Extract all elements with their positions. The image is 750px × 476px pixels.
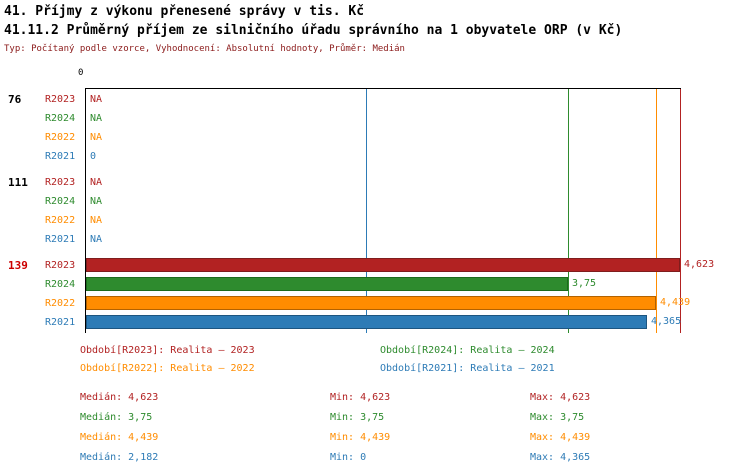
stat-median-r2024: Medián: 3,75 [80,412,153,423]
value-bar-R2022 [86,296,656,310]
group-id-label-76: 76 [8,93,22,106]
row-year-label: R2022 [45,215,76,226]
legend-item-r2023: Období[R2023]: Realita – 2023 [80,345,255,356]
report-title-line2: 41.11.2 Průměrný příjem ze silničního úř… [4,23,623,38]
legend-item-r2024: Období[R2024]: Realita – 2024 [380,345,555,356]
x-axis-line [85,88,681,89]
stat-max-r2021: Max: 4,365 [530,452,591,463]
row-year-label: R2022 [45,298,76,309]
row-year-label: R2024 [45,196,76,207]
y-axis-line [85,88,86,333]
legend-item-r2022: Období[R2022]: Realita – 2022 [80,363,255,374]
stat-max-r2022: Max: 4,439 [530,432,591,443]
report-subtitle: Typ: Počítaný podle vzorce, Vyhodnocení:… [4,44,405,54]
bar-value-label: 4,439 [660,297,691,308]
stat-median-r2021: Medián: 2,182 [80,452,159,463]
stat-min-r2023: Min: 4,623 [330,392,391,403]
stat-median-r2023: Medián: 4,623 [80,392,159,403]
row-year-label: R2024 [45,113,76,124]
row-year-label: R2023 [45,94,76,105]
group-id-label-111: 111 [8,176,28,189]
row-year-label: R2021 [45,151,76,162]
row-value-label: NA [90,94,103,105]
row-value-label: NA [90,177,103,188]
stat-median-r2022: Medián: 4,439 [80,432,159,443]
row-value-label: 0 [90,151,97,162]
row-year-label: R2024 [45,279,76,290]
row-year-label: R2023 [45,177,76,188]
value-bar-R2023 [86,258,680,272]
median-line-R2023 [680,88,681,333]
value-bar-R2024 [86,277,568,291]
row-value-label: NA [90,132,103,143]
stat-min-r2024: Min: 3,75 [330,412,385,423]
stat-max-r2023: Max: 4,623 [530,392,591,403]
stat-max-r2024: Max: 3,75 [530,412,585,423]
bar-value-label: 4,365 [651,316,682,327]
row-value-label: NA [90,215,103,226]
median-line-R2021 [366,88,367,333]
row-value-label: NA [90,196,103,207]
bar-value-label: 4,623 [684,259,715,270]
row-year-label: R2021 [45,234,76,245]
median-line-R2024 [568,88,569,333]
x-axis-zero-tick: 0 [78,68,84,78]
row-value-label: NA [90,113,103,124]
bar-value-label: 3,75 [572,278,597,289]
stat-min-r2022: Min: 4,439 [330,432,391,443]
row-value-label: NA [90,234,103,245]
median-line-R2022 [656,88,657,333]
row-year-label: R2021 [45,317,76,328]
value-bar-R2021 [86,315,647,329]
group-id-label-139: 139 [8,259,28,272]
row-year-label: R2022 [45,132,76,143]
row-year-label: R2023 [45,260,76,271]
legend-item-r2021: Období[R2021]: Realita – 2021 [380,363,555,374]
stat-min-r2021: Min: 0 [330,452,367,463]
report-title-line1: 41. Příjmy z výkonu přenesené správy v t… [4,4,365,19]
